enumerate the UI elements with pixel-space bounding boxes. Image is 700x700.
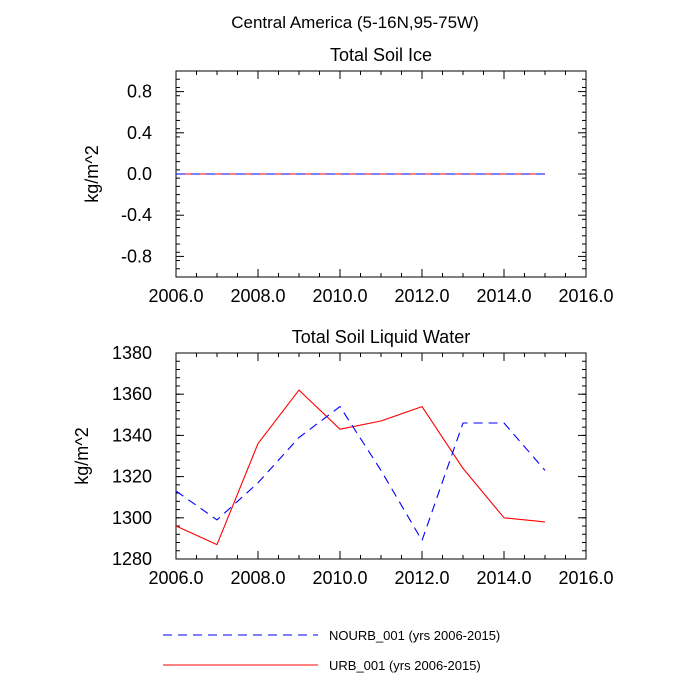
panel-1: Total Soil Ice 2006.0 2008.0 2010.0 2012.0 20… [82, 45, 614, 306]
y-tick-label: 1320 [112, 467, 152, 487]
legend-item: NOURB_001 (yrs 2006-2015) [163, 628, 500, 643]
y-axis-label: kg/m^2 [82, 145, 102, 202]
panels: Total Soil Ice 2006.0 2008.0 2010.0 2012.0 20… [72, 45, 614, 588]
x-tick-label: 2010.0 [312, 568, 367, 588]
y-tick-label: 0.8 [127, 82, 152, 102]
x-tick-label: 2016.0 [558, 568, 613, 588]
y-tick-label: 1380 [112, 343, 152, 363]
y-tick-label: 1340 [112, 425, 152, 445]
panel-title: Total Soil Ice [330, 45, 432, 65]
x-tick-label: 2014.0 [476, 286, 531, 306]
y-tick-label: -0.4 [121, 205, 152, 225]
series-line-nourb-001 [175, 406, 546, 542]
legend-label: NOURB_001 (yrs 2006-2015) [329, 628, 500, 643]
x-tick-label: 2012.0 [394, 568, 449, 588]
legend-label: URB_001 (yrs 2006-2015) [329, 658, 481, 673]
y-tick-label: 0.4 [127, 123, 152, 143]
series-line-urb-001 [175, 389, 546, 546]
y-tick-label: 1300 [112, 508, 152, 528]
x-tick-label: 2012.0 [394, 286, 449, 306]
y-tick-label: 0.0 [127, 164, 152, 184]
x-tick-label: 2010.0 [312, 286, 367, 306]
x-tick-label: 2006.0 [148, 568, 203, 588]
x-tick-label: 2006.0 [148, 286, 203, 306]
legend-item: URB_001 (yrs 2006-2015) [163, 658, 481, 673]
x-tick-label: 2014.0 [476, 568, 531, 588]
y-axis-label: kg/m^2 [72, 427, 92, 484]
x-tick-label: 2008.0 [230, 568, 285, 588]
y-tick-label: 1360 [112, 384, 152, 404]
x-tick-label: 2016.0 [558, 286, 613, 306]
y-tick-label: 1280 [112, 549, 152, 569]
panel-title: Total Soil Liquid Water [292, 327, 470, 347]
y-tick-label: -0.8 [121, 246, 152, 266]
panel-2: Total Soil Liquid Water 2006.0 2008.0 2010.… [72, 327, 614, 588]
x-tick-label: 2008.0 [230, 286, 285, 306]
legend: NOURB_001 (yrs 2006-2015) URB_001 (yrs 20… [163, 628, 500, 673]
figure-title: Central America (5-16N,95-75W) [231, 13, 479, 32]
